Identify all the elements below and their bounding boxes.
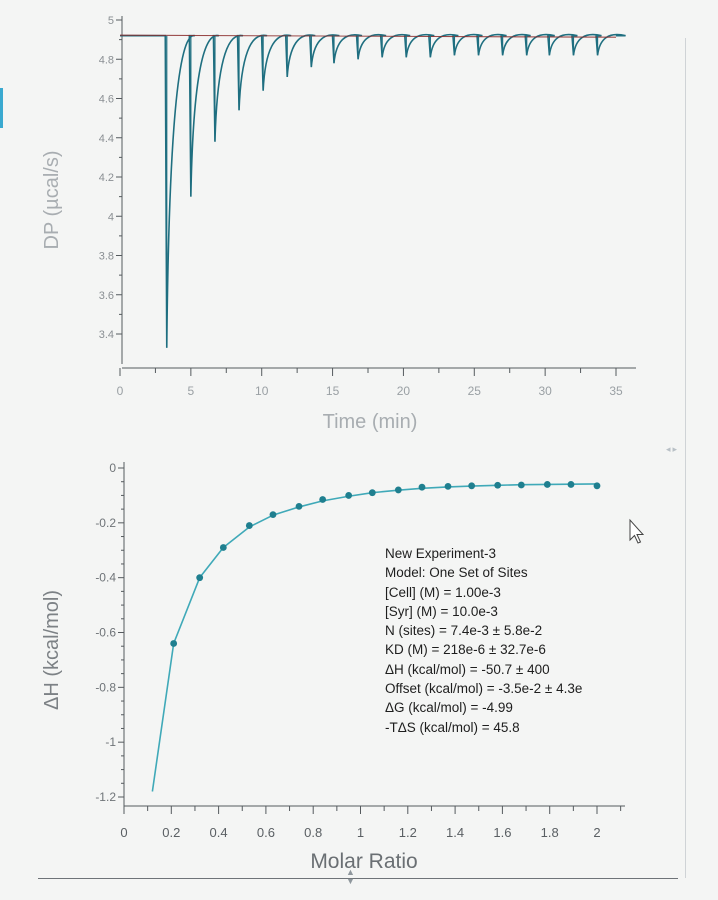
y-tick-label: -0.8 [95, 680, 116, 694]
x-tick-label: 25 [468, 384, 482, 398]
data-point [170, 640, 178, 647]
x-tick-label: 5 [188, 384, 195, 398]
annotation-line: Model: One Set of Sites [385, 565, 528, 581]
data-point [418, 483, 426, 491]
y-tick-label: 3.8 [99, 251, 114, 263]
y-tick-label: 0 [109, 461, 116, 475]
data-point [593, 482, 601, 490]
data-point [468, 482, 476, 490]
x-tick-label: 1 [357, 825, 364, 840]
annotation-line: N (sites) = 7.4e-3 ± 5.8e-2 [385, 623, 543, 639]
panel-divider [38, 878, 678, 879]
data-point [517, 481, 525, 489]
y-tick-label: 4.8 [99, 54, 114, 66]
y-tick-label: -1.2 [95, 790, 116, 804]
y-tick-label: -0.6 [95, 626, 116, 640]
x-tick-label: 1.4 [446, 825, 464, 840]
annotation-line: Offset (kcal/mol) = -3.5e-2 ± 4.3e [385, 681, 583, 697]
data-point [494, 481, 502, 489]
data-point [219, 544, 227, 551]
data-point [319, 496, 327, 503]
annotation-line: [Syr] (M) = 10.0e-3 [385, 603, 498, 619]
y-tick-label: -1 [105, 735, 116, 749]
data-point [245, 522, 253, 529]
annotation-line: ΔG (kcal/mol) = -4.99 [385, 700, 513, 716]
y-tick-label: -0.4 [95, 571, 116, 585]
data-point [394, 486, 402, 494]
annotation-line: -TΔS (kcal/mol) = 45.8 [385, 719, 520, 735]
x-tick-label: 0.2 [162, 825, 180, 840]
data-point [567, 481, 575, 488]
y-tick-label: 3.4 [99, 329, 114, 341]
scrollbar-track[interactable] [685, 38, 686, 878]
annotation-line: New Experiment-3 [385, 546, 497, 561]
data-point [368, 489, 376, 497]
x-tick-label: 0.4 [210, 825, 228, 840]
panel-resize-arrows-icon[interactable]: ◂▸ [666, 444, 680, 454]
y-tick-label: 4 [108, 211, 114, 223]
y-tick-label: 3.6 [99, 290, 114, 302]
y-tick-label: 4.4 [99, 133, 114, 145]
data-point [196, 574, 204, 582]
y-tick-label: -0.2 [95, 516, 116, 530]
splitter-grip-icon[interactable]: ▲ ▼ [346, 867, 355, 886]
x-tick-label: 10 [255, 384, 269, 398]
x-tick-label: 35 [609, 384, 623, 398]
annotation-line: [Cell] (M) = 1.00e-3 [385, 584, 501, 600]
x-axis-label: Molar Ratio [310, 850, 417, 873]
baseline-line [119, 34, 617, 38]
data-point [543, 481, 551, 488]
x-tick-label: 15 [326, 384, 340, 398]
thermogram-trace [120, 33, 626, 348]
data-point [345, 492, 353, 499]
x-tick-label: 0.6 [257, 825, 275, 840]
thermogram-chart: 3.4 3.6 3.8 4 4.2 4.4 4.6 4.8 5 0 5 10 15 20 25 30 35 Tim… [41, 15, 636, 433]
y-axis-label: ΔH (kcal/mol) [41, 590, 63, 710]
x-tick-label: 2 [593, 825, 600, 840]
y-tick-label: 4.6 [99, 94, 114, 106]
x-tick-label: 0 [117, 384, 124, 398]
x-tick-label: 30 [538, 384, 552, 398]
annotation-line: ΔH (kcal/mol) = -50.7 ± 400 [385, 661, 550, 677]
x-tick-label: 20 [397, 384, 411, 398]
data-point [444, 482, 452, 490]
data-point [295, 502, 303, 510]
x-tick-label: 0.8 [304, 825, 322, 840]
y-tick-label: 5 [108, 15, 114, 27]
x-tick-label: 0 [120, 825, 127, 840]
window-edge-accent [0, 88, 3, 128]
annotation-line: KD (M) = 218e-6 ± 32.7e-6 [385, 642, 546, 658]
x-axis-label: Time (min) [323, 411, 418, 433]
fit-parameters-annotation: New Experiment-3 Model: One Set of Sites… [385, 544, 582, 737]
y-tick-label: 4.2 [99, 172, 114, 184]
x-tick-label: 1.6 [493, 825, 511, 840]
y-axis-label: DP (µcal/s) [41, 151, 63, 250]
x-tick-label: 1.8 [541, 825, 559, 840]
x-tick-label: 1.2 [399, 825, 417, 840]
data-point [269, 511, 277, 519]
